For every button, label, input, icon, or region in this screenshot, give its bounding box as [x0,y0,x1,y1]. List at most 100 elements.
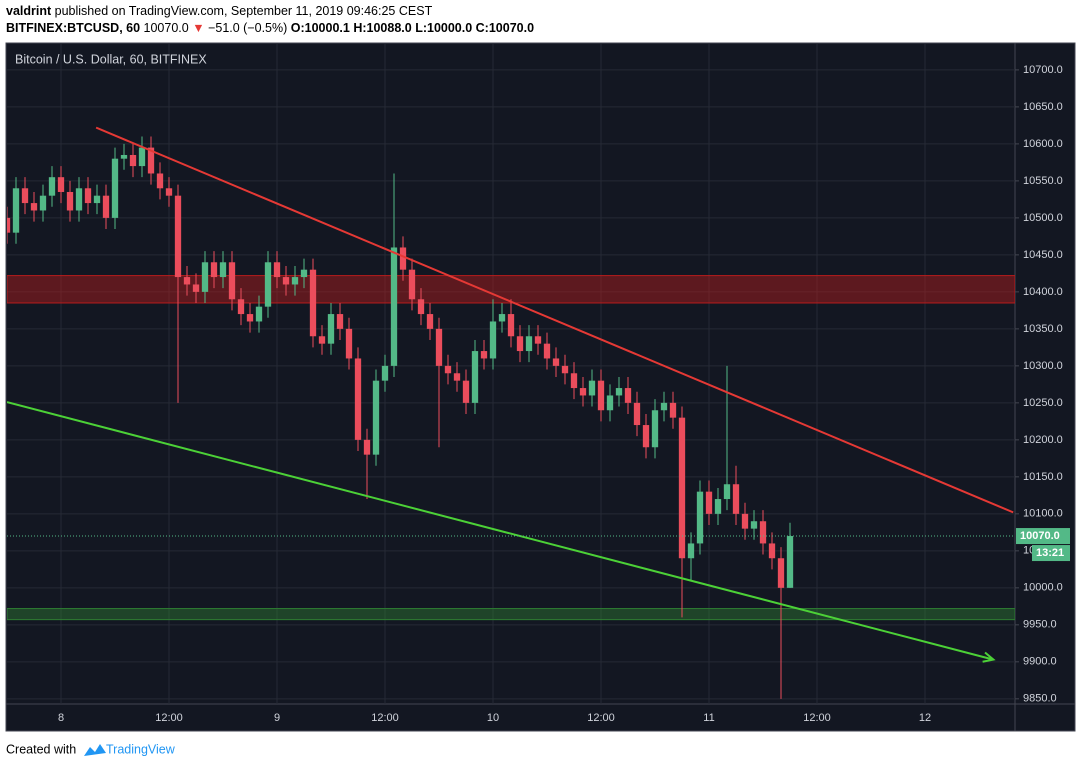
candle-body [21,188,29,204]
candle-body [426,314,434,329]
candle-body [7,217,11,233]
candle-body [732,484,740,514]
plot [7,126,1015,699]
candle-body [48,177,56,196]
candle-body [354,358,362,440]
header-part: BITFINEX:BTCUSD, 60 [6,21,140,35]
x-tick-label: 11 [703,712,714,724]
candle-body [102,195,110,218]
candle-body [345,328,353,359]
candle-body [309,269,317,337]
candle-body [588,380,596,396]
y-tick-label: 10450.0 [1023,249,1063,261]
candle-body [129,154,137,167]
header-part: −51.0 (−0.5%) [208,21,287,35]
candle-body [633,402,641,426]
zone [7,608,1015,621]
footer-prefix: Created with [6,742,76,756]
candle-body [525,336,533,352]
candle-body [291,277,299,285]
candle-body [192,284,200,292]
y-tick-label: 10500.0 [1023,212,1063,224]
candle-body [615,388,623,396]
candle-body [120,154,128,159]
y-tick-label: 10350.0 [1023,323,1063,335]
candle-body [660,402,668,411]
y-tick-label: 10300.0 [1023,360,1063,372]
y-tick-label: 9850.0 [1023,693,1057,705]
candle-body [777,558,785,588]
x-tick-label: 12:00 [587,712,615,724]
y-tick-label: 10150.0 [1023,471,1063,483]
candle-body [183,277,191,285]
candle-body [417,299,425,315]
candle-body [741,513,749,529]
candle-body [786,536,794,588]
candle-body [453,373,461,381]
candle-body [489,321,497,359]
candle-body [543,343,551,359]
candle-body [768,543,776,559]
chart-bg [5,42,1076,732]
y-tick-label: 10400.0 [1023,286,1063,298]
y-tick-label: 10000.0 [1023,582,1063,594]
candle-body [237,299,245,315]
candle-body [165,188,173,196]
candle-body [480,351,488,359]
candle-body [723,484,731,500]
candle-body [714,499,722,514]
candle-body [624,388,632,403]
candle-body [30,203,38,211]
candle-body [750,521,758,529]
x-tick-label: 12 [919,712,931,724]
header-part: C:10070.0 [476,21,534,35]
candle-body [696,491,704,544]
candle-body [66,191,74,211]
candle-body [435,328,443,366]
countdown-label: 13:21 [1036,547,1064,559]
last-price-tag [1016,528,1070,545]
candle-body [579,388,587,396]
y-tick-label: 10650.0 [1023,101,1063,113]
candle-body [561,365,569,374]
x-tick-label: 9 [274,712,280,724]
candle-body [462,380,470,403]
candle-body [282,277,290,285]
candle-body [300,269,308,278]
candle-body [471,351,479,403]
candle-body [111,158,119,218]
candle-body [138,147,146,167]
axes: 9850.09900.09950.010000.010050.010100.01… [58,64,1070,724]
y-tick-label: 10200.0 [1023,434,1063,446]
grid [7,44,1015,704]
chart-title: Bitcoin / U.S. Dollar, 60, BITFINEX [15,52,207,66]
candle-body [327,314,335,344]
candle-body [399,247,407,270]
candle-body [273,262,281,278]
candle-body [651,410,659,448]
candle-body [381,365,389,381]
candle-body [84,188,92,204]
candle-body [318,336,326,344]
candle-body [390,247,398,366]
y-tick-label: 9950.0 [1023,619,1057,631]
candle-body [516,336,524,352]
candle-body [570,373,578,389]
candle-body [93,195,101,204]
candle-body [219,262,227,278]
candle-body [507,314,515,337]
candle-body [597,380,605,411]
header-part: O:10000.1 [291,21,350,35]
candle-body [147,147,155,174]
x-tick-label: 10 [487,712,499,724]
candle-body [408,269,416,300]
candle-body [201,262,209,292]
x-tick-label: 8 [58,712,64,724]
trendline [95,126,1014,514]
candle-body [687,543,695,559]
candle-body [363,439,371,455]
candle-body [372,380,380,455]
candle-body [642,425,650,448]
header-part: 10070.0 [144,21,189,35]
candle-body [678,417,686,559]
